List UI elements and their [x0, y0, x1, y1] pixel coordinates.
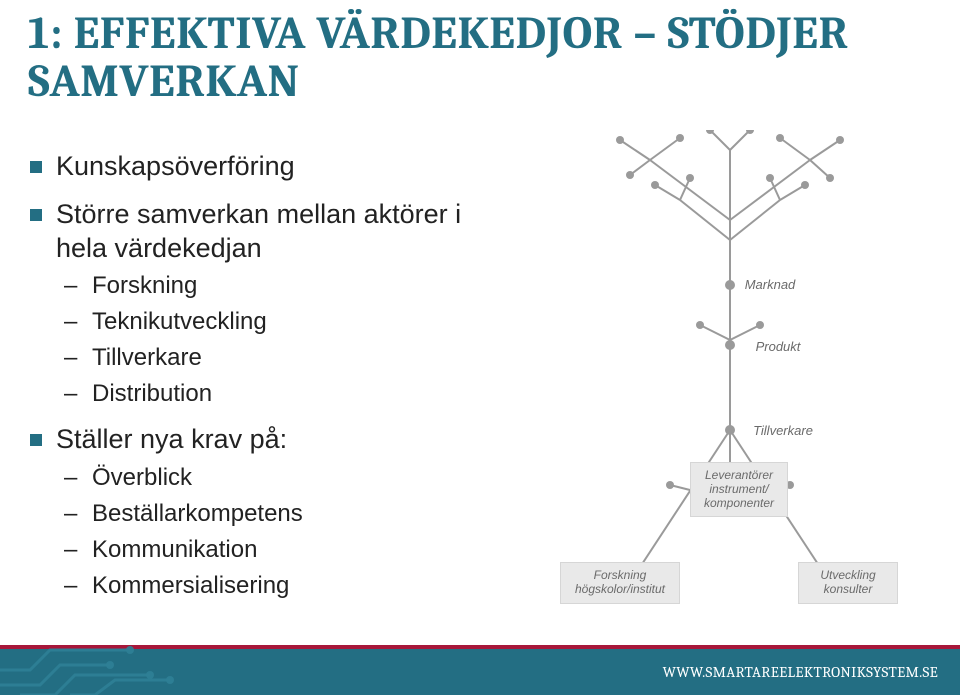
sub-bullet-item: Tillverkare [64, 343, 488, 373]
diagram-box-line: Leverantörer [705, 468, 773, 482]
sub-bullet-item: Teknikutveckling [64, 307, 488, 337]
diagram-box-leverantorer: Leverantörer instrument/ komponenter [690, 462, 788, 517]
slide: 1: EFFEKTIVA VÄRDEKEDJOR – STÖDJER SAMVE… [0, 0, 960, 695]
footer: WWW.SMARTAREELEKTRONIKSYSTEM.SE [0, 649, 960, 695]
footer-deco-icon [0, 645, 260, 695]
sub-bullet-list: Forskning Teknikutveckling Tillverkare D… [56, 271, 488, 409]
bullet-item: Större samverkan mellan aktörer i hela v… [28, 198, 488, 410]
sub-bullet-item: Kommunikation [64, 535, 488, 565]
diagram-label-tillverkare: Tillverkare [738, 424, 828, 438]
diagram-box-line: Forskning [594, 568, 647, 582]
sub-bullet-item: Överblick [64, 463, 488, 493]
sub-bullet-item: Kommersialisering [64, 571, 488, 601]
bullet-list: Kunskapsöverföring Större samverkan mell… [28, 150, 488, 601]
bullet-text: Större samverkan mellan aktörer i hela v… [56, 199, 461, 263]
sub-bullet-item: Beställarkompetens [64, 499, 488, 529]
bullet-content: Kunskapsöverföring Större samverkan mell… [28, 150, 488, 615]
sub-bullet-item: Distribution [64, 379, 488, 409]
sub-bullet-text: Distribution [92, 380, 212, 407]
diagram-label-marknad: Marknad [730, 278, 810, 292]
diagram-box-line: konsulter [824, 582, 873, 596]
bullet-text: Kunskapsöverföring [56, 151, 295, 181]
sub-bullet-text: Teknikutveckling [92, 308, 267, 335]
diagram-box-line: instrument/ [709, 482, 768, 496]
sub-bullet-text: Överblick [92, 464, 192, 491]
sub-bullet-text: Kommunikation [92, 536, 257, 563]
sub-bullet-text: Beställarkompetens [92, 500, 303, 527]
bullet-item: Kunskapsöverföring [28, 150, 488, 184]
sub-bullet-text: Forskning [92, 272, 197, 299]
tree-diagram: Marknad Produkt Tillverkare Leverantörer… [530, 130, 930, 610]
sub-bullet-item: Forskning [64, 271, 488, 301]
diagram-box-line: högskolor/institut [575, 582, 665, 596]
diagram-box-line: komponenter [704, 496, 774, 510]
diagram-box-utveckling: Utveckling konsulter [798, 562, 898, 604]
diagram-box-forskning: Forskning högskolor/institut [560, 562, 680, 604]
sub-bullet-text: Kommersialisering [92, 572, 289, 599]
diagram-label-produkt: Produkt [738, 340, 818, 354]
bullet-text: Ställer nya krav på: [56, 424, 287, 454]
bullet-item: Ställer nya krav på: Överblick Beställar… [28, 423, 488, 601]
sub-bullet-list: Överblick Beställarkompetens Kommunikati… [56, 463, 488, 601]
sub-bullet-text: Tillverkare [92, 344, 202, 371]
footer-url: WWW.SMARTAREELEKTRONIKSYSTEM.SE [663, 663, 938, 681]
slide-title: 1: EFFEKTIVA VÄRDEKEDJOR – STÖDJER SAMVE… [28, 10, 940, 107]
tree-svg [530, 130, 930, 610]
diagram-box-line: Utveckling [820, 568, 875, 582]
